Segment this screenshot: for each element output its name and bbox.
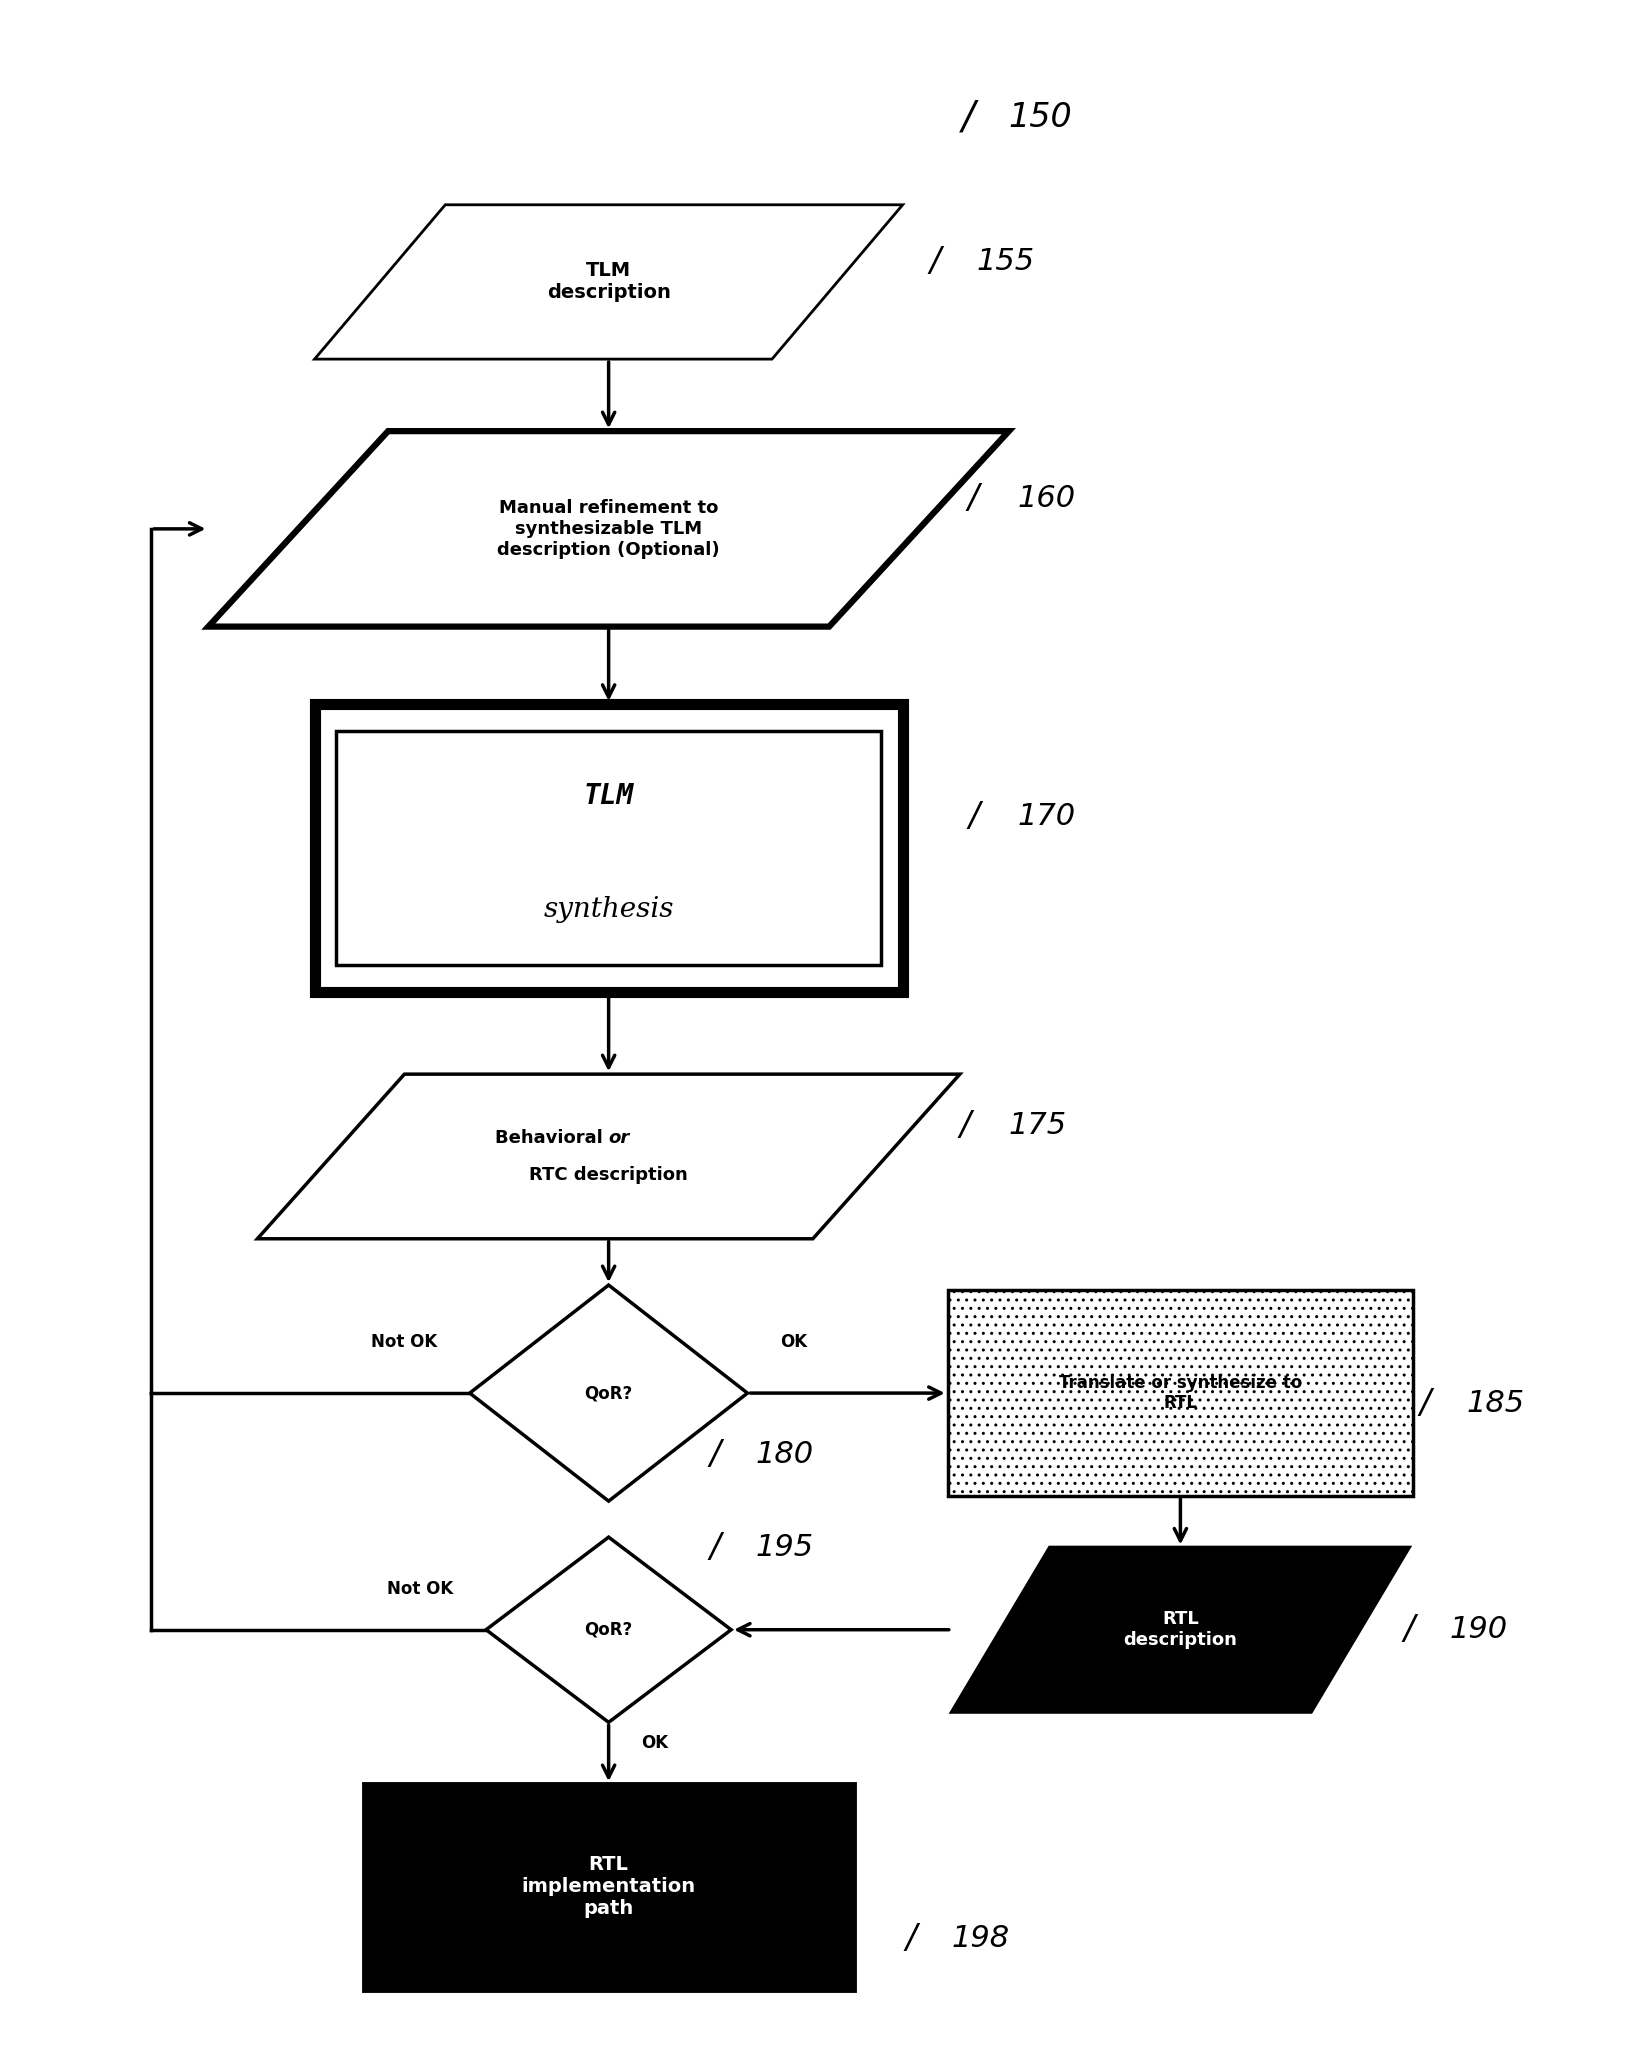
Text: /: / [959,1109,970,1142]
Text: /: / [709,1531,721,1564]
Polygon shape [315,205,903,359]
Text: or: or [609,1128,631,1147]
Text: Manual refinement to
synthesizable TLM
description (Optional): Manual refinement to synthesizable TLM d… [498,500,719,558]
Text: /: / [905,1921,916,1954]
Text: /: / [929,246,941,277]
Text: 195: 195 [755,1533,814,1562]
Text: TLM: TLM [583,783,634,810]
Bar [337,731,882,965]
Text: RTL
implementation
path: RTL implementation path [522,1855,696,1919]
Polygon shape [209,432,1008,626]
Text: RTL
description: RTL description [1123,1609,1238,1649]
Text: 180: 180 [755,1440,814,1469]
Text: /: / [962,99,975,136]
Text: synthesis: synthesis [544,897,673,924]
Text: RTC description: RTC description [529,1165,688,1184]
Polygon shape [258,1074,961,1240]
Text: Behavioral: Behavioral [494,1128,609,1147]
Text: 150: 150 [1008,101,1072,134]
Bar [315,705,903,992]
Text: /: / [709,1438,721,1471]
Text: Not OK: Not OK [388,1580,453,1597]
Polygon shape [952,1547,1409,1713]
Text: 198: 198 [952,1923,1010,1952]
Text: 170: 170 [1016,802,1076,831]
Text: 190: 190 [1450,1616,1507,1645]
Bar [947,1289,1414,1496]
Text: QoR?: QoR? [585,1384,632,1403]
Text: /: / [1404,1614,1415,1647]
Text: 185: 185 [1466,1388,1524,1417]
Text: 175: 175 [1008,1112,1067,1140]
Text: Not OK: Not OK [371,1333,437,1351]
Polygon shape [470,1285,747,1502]
Text: OK: OK [642,1733,668,1752]
Text: 155: 155 [977,246,1034,277]
Text: Translate or synthesize to
RTL: Translate or synthesize to RTL [1059,1374,1302,1413]
Bar [363,1785,854,1990]
Text: QoR?: QoR? [585,1620,632,1638]
Text: /: / [967,481,979,514]
Text: TLM
description: TLM description [547,262,670,302]
Text: /: / [1420,1386,1432,1419]
Text: 160: 160 [1016,483,1076,512]
Text: /: / [969,800,980,833]
Text: OK: OK [780,1333,808,1351]
Polygon shape [486,1537,731,1723]
